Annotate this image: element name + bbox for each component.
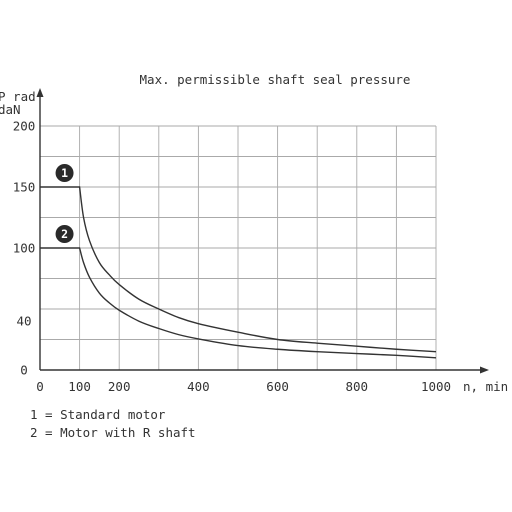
- series-line-2: [40, 247, 437, 359]
- legend-entry-2: 2 = Motor with R shaft: [30, 425, 196, 440]
- y-tick-label: 0: [20, 363, 28, 378]
- series-marker-2: [55, 225, 74, 243]
- y-axis-label-line2: daN: [0, 102, 21, 117]
- grid: [39, 125, 437, 371]
- y-tick-label: 100: [13, 241, 36, 256]
- legend-entry-1: 1 = Standard motor: [30, 407, 166, 422]
- x-tick-label: 400: [187, 379, 210, 394]
- series: [40, 186, 437, 359]
- x-tick-label: 200: [108, 379, 131, 394]
- x-tick-label: 1000: [421, 379, 451, 394]
- series-marker-1: [55, 164, 74, 182]
- chart-title: Max. permissible shaft seal pressure: [140, 72, 411, 87]
- x-axis-arrow: [480, 366, 489, 374]
- y-axis-arrow: [36, 88, 44, 97]
- x-axis-label: n, min: [463, 379, 508, 394]
- series-line-1: [40, 186, 437, 353]
- axes: [36, 88, 489, 374]
- x-tick-label: 800: [346, 379, 369, 394]
- x-tick-label: 600: [266, 379, 289, 394]
- series-marker-label-2: 2: [61, 227, 68, 241]
- x-tick-label: 0: [36, 379, 44, 394]
- series-marker-label-1: 1: [61, 166, 68, 180]
- series-markers: 12: [55, 164, 74, 243]
- y-tick-label: 40: [16, 314, 31, 329]
- x-tick-label: 100: [68, 379, 91, 394]
- y-axis-label-line1: P rad: [0, 89, 36, 104]
- y-tick-label: 150: [13, 180, 36, 195]
- tick-labels: 0 100 200 400 600 800 1000 0 40 100 150 200: [13, 119, 451, 395]
- y-tick-label: 200: [13, 119, 36, 134]
